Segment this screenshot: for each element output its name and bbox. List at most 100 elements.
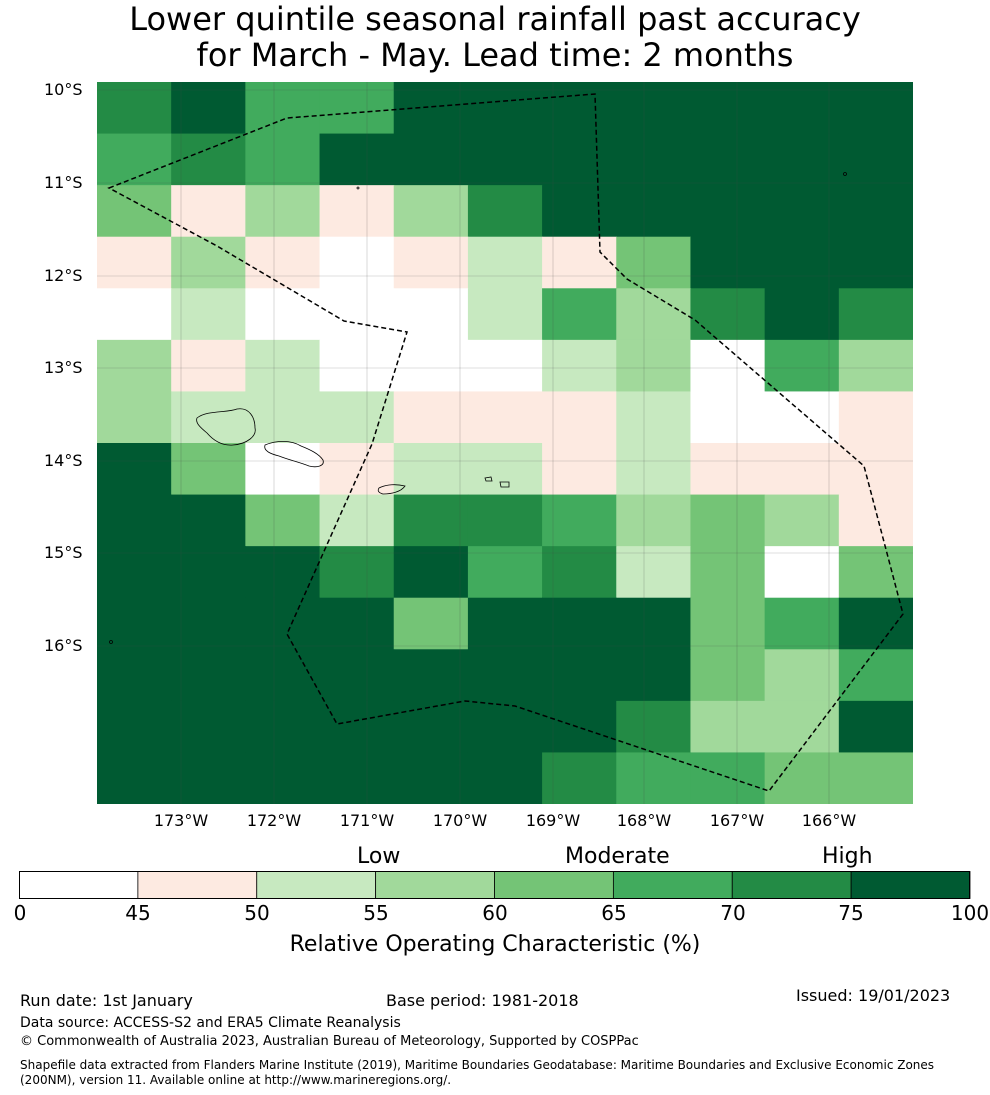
- grid-cell: [467, 597, 543, 650]
- grid-cell: [616, 546, 692, 599]
- grid-cell: [171, 597, 246, 650]
- grid-cell: [764, 700, 840, 754]
- grid-cell: [393, 546, 469, 599]
- lat-label-13s: 13°S: [44, 358, 83, 377]
- grid-cell: [616, 82, 692, 135]
- lat-label-10s: 10°S: [44, 80, 83, 99]
- grid-cell: [97, 597, 172, 650]
- grid-cell: [319, 752, 395, 804]
- grid-cell: [467, 236, 543, 289]
- grid-cell: [690, 82, 766, 135]
- grid-cell: [690, 288, 766, 341]
- grid-cell: [467, 391, 543, 444]
- grid-cell: [245, 597, 321, 650]
- grid-cell: [393, 133, 469, 186]
- grid-cell: [838, 339, 913, 393]
- lat-label-12s: 12°S: [44, 266, 83, 285]
- map-title-line-1: Lower quintile seasonal rainfall past ac…: [129, 0, 861, 38]
- graticule: [97, 82, 913, 804]
- roc-grid-cells: [97, 82, 913, 804]
- colorbar-tick-50: 50: [244, 901, 270, 925]
- grid-cell: [616, 597, 692, 650]
- grid-cell: [542, 391, 617, 444]
- grid-cell: [245, 288, 321, 341]
- grid-cell: [838, 391, 913, 444]
- grid-cell: [616, 443, 692, 496]
- grid-cell: [97, 288, 172, 341]
- grid-cell: [616, 391, 692, 444]
- lon-label-171w: 171°W: [339, 811, 395, 830]
- grid-cell: [542, 82, 617, 135]
- colorbar-segment: [850, 871, 971, 899]
- category-low: Low: [357, 844, 401, 869]
- grid-cell: [690, 133, 766, 186]
- grid-cell: [245, 133, 321, 186]
- grid-cell: [171, 82, 246, 135]
- grid-cell: [542, 546, 617, 599]
- manua-island-2: [499, 481, 510, 488]
- roc-map: [97, 82, 913, 804]
- grid-cell: [245, 236, 321, 289]
- grid-cell: [97, 185, 172, 238]
- grid-cell: [97, 236, 172, 289]
- grid-cell: [467, 494, 543, 547]
- grid-cell: [838, 443, 913, 496]
- grid-cell: [393, 339, 469, 393]
- shapefile-credit-line-2: (200NM), version 11. Available online at…: [20, 1073, 452, 1087]
- grid-cell: [319, 236, 395, 289]
- grid-cell: [616, 288, 692, 341]
- grid-cell: [97, 339, 172, 393]
- upolu-island: [264, 440, 324, 468]
- grid-cell: [393, 752, 469, 804]
- grid-cell: [319, 339, 395, 393]
- grid-cell: [690, 649, 766, 702]
- grid-cell: [467, 288, 543, 341]
- colorbar-tick-100: 100: [950, 901, 990, 925]
- run-date: Run date: 1st January: [20, 991, 193, 1010]
- grid-cell: [764, 443, 840, 496]
- grid-cell: [171, 391, 246, 444]
- lat-label-11s: 11°S: [44, 173, 83, 192]
- lon-label-168w: 168°W: [616, 811, 672, 830]
- grid-cell: [97, 494, 172, 547]
- lon-label-169w: 169°W: [525, 811, 581, 830]
- grid-cell: [838, 649, 913, 702]
- data-source: Data source: ACCESS-S2 and ERA5 Climate …: [20, 1015, 401, 1031]
- grid-cell: [542, 443, 617, 496]
- issued-date: Issued: 19/01/2023: [796, 986, 951, 1005]
- grid-cell: [542, 236, 617, 289]
- copyright: © Commonwealth of Australia 2023, Austra…: [20, 1034, 639, 1049]
- grid-cell: [616, 649, 692, 702]
- grid-cell: [542, 339, 617, 393]
- islet-3: [109, 640, 113, 644]
- grid-cell: [245, 82, 321, 135]
- grid-cell: [97, 700, 172, 754]
- grid-cell: [838, 288, 913, 341]
- grid-cell: [690, 391, 766, 444]
- colorbar-tick-65: 65: [601, 901, 627, 925]
- grid-cell: [467, 443, 543, 496]
- colorbar-tick-55: 55: [363, 901, 389, 925]
- grid-cell: [690, 494, 766, 547]
- grid-cell: [690, 700, 766, 754]
- colorbar-tick-0: 0: [13, 901, 27, 925]
- base-period: Base period: 1981-2018: [386, 991, 579, 1010]
- grid-cell: [542, 288, 617, 341]
- map-title-line-2: for March - May. Lead time: 2 months: [196, 36, 794, 74]
- grid-cell: [97, 391, 172, 444]
- grid-cell: [467, 649, 543, 702]
- grid-cell: [319, 288, 395, 341]
- grid-cell: [838, 133, 913, 186]
- grid-cell: [764, 288, 840, 341]
- grid-cell: [467, 339, 543, 393]
- grid-cell: [245, 185, 321, 238]
- lon-label-173w: 173°W: [153, 811, 209, 830]
- grid-cell: [319, 133, 395, 186]
- shapefile-credit-line-1: Shapefile data extracted from Flanders M…: [20, 1058, 935, 1072]
- grid-cell: [616, 339, 692, 393]
- colorbar-segment: [375, 871, 495, 899]
- grid-cell: [467, 752, 543, 804]
- grid-cell: [838, 597, 913, 650]
- grid-cell: [171, 185, 246, 238]
- grid-cell: [838, 752, 913, 804]
